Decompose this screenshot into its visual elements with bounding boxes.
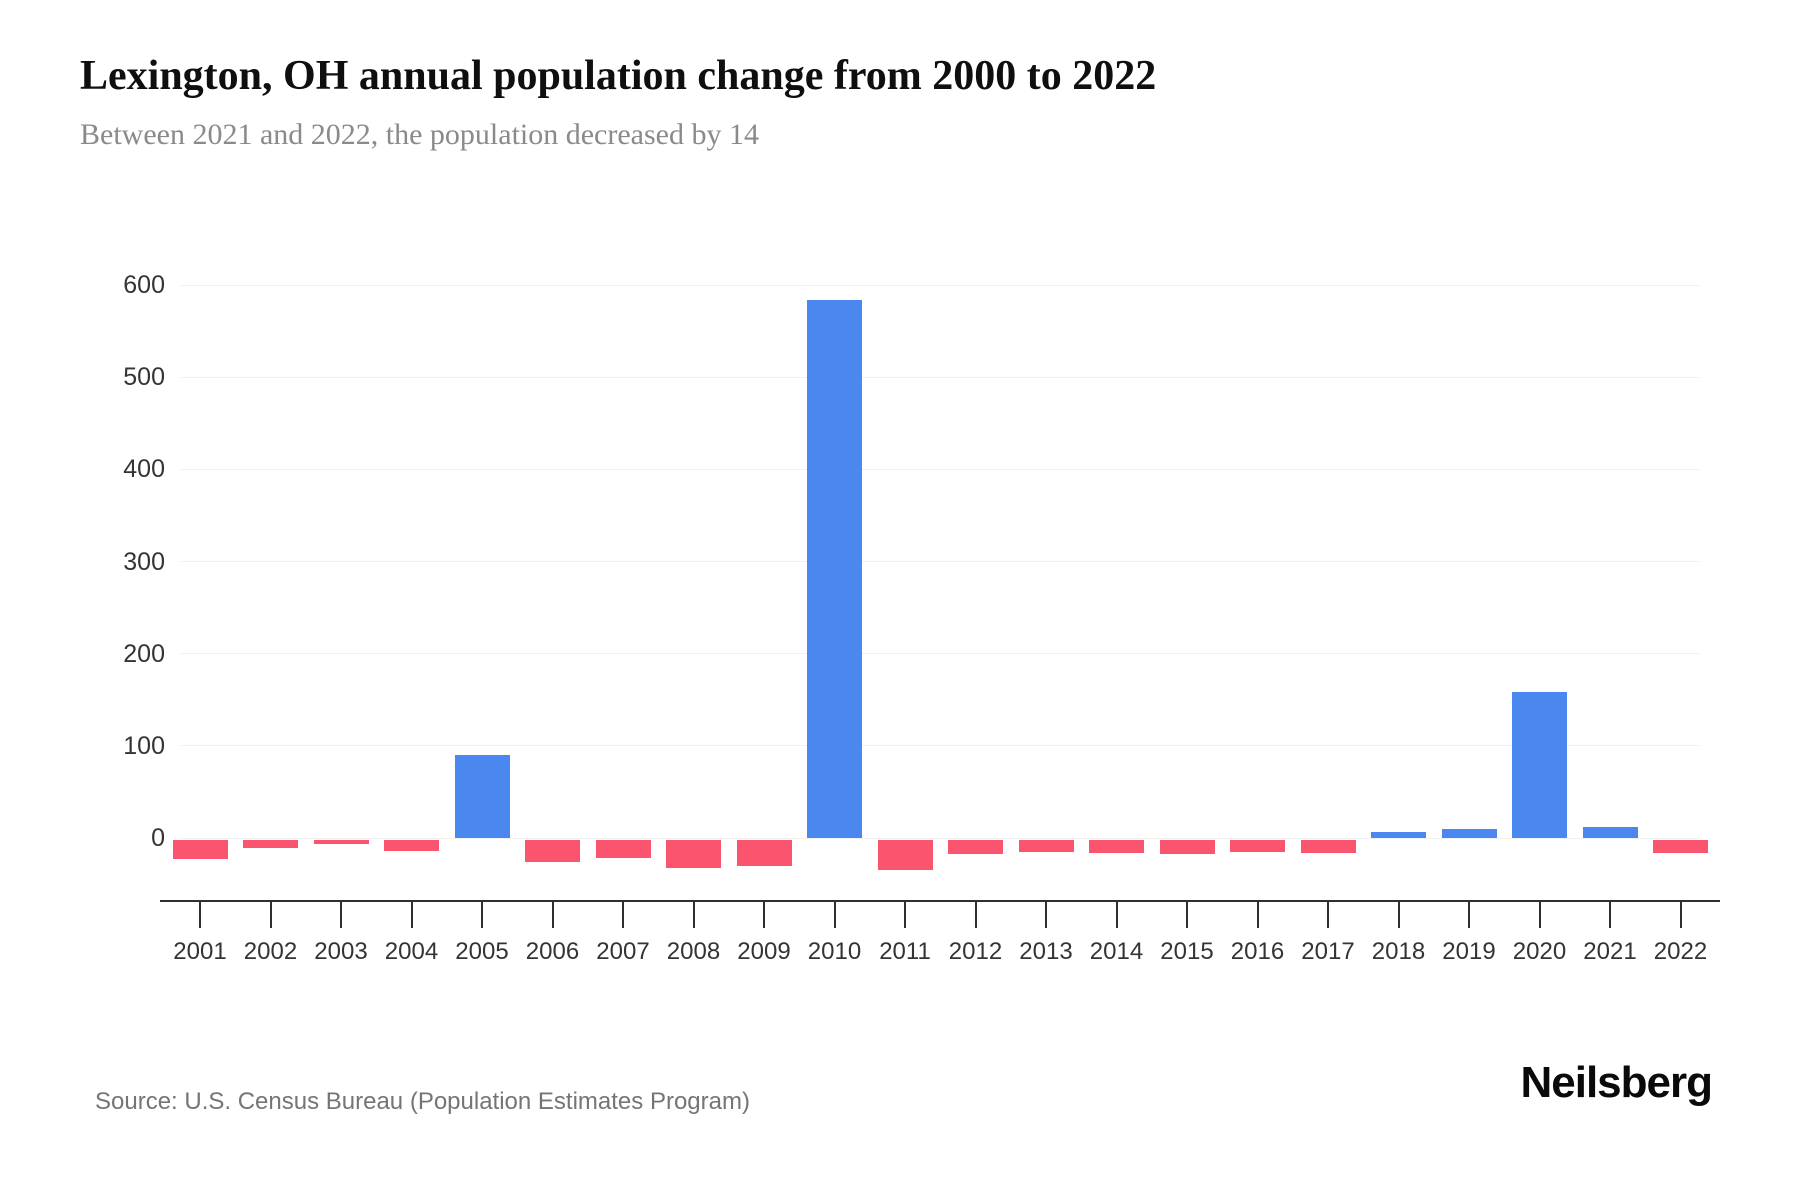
x-axis-label-2017: 2017 xyxy=(1301,938,1355,965)
bar-2002[interactable] xyxy=(243,840,298,849)
x-axis-label-2003: 2003 xyxy=(314,938,368,965)
bar-2010[interactable] xyxy=(807,299,862,838)
x-axis-tick xyxy=(1115,900,1118,928)
bar-2020[interactable] xyxy=(1512,692,1567,838)
x-axis-tick xyxy=(1045,900,1047,928)
x-axis-label-2009: 2009 xyxy=(737,938,791,965)
bar-2022[interactable] xyxy=(1653,840,1708,853)
bar-2003[interactable] xyxy=(313,840,369,844)
x-axis-tick xyxy=(622,900,624,928)
bar-2006[interactable] xyxy=(525,840,580,863)
x-axis-tick xyxy=(974,900,977,928)
y-axis-label-400: 400 xyxy=(123,455,165,484)
x-axis-tick xyxy=(1538,900,1541,928)
x-axis-tick xyxy=(551,900,554,928)
x-axis-label-2011: 2011 xyxy=(879,938,931,965)
y-axis-label-200: 200 xyxy=(123,639,165,668)
x-axis-label-2008: 2008 xyxy=(666,938,721,965)
x-axis-tick xyxy=(410,900,413,928)
bar-2012[interactable] xyxy=(948,840,1003,854)
x-axis-tick xyxy=(1327,900,1329,928)
gridline-300 xyxy=(180,561,1700,562)
x-axis-label-2014: 2014 xyxy=(1089,938,1144,965)
x-axis-label-2010: 2010 xyxy=(807,938,862,965)
y-axis-label-500: 500 xyxy=(123,363,165,392)
bar-2014[interactable] xyxy=(1089,840,1144,853)
neilsberg-logo: Neilsberg xyxy=(1520,1058,1713,1107)
x-axis-tick xyxy=(1609,900,1611,928)
x-axis-label-2012: 2012 xyxy=(948,938,1003,965)
chart-subtitle: Between 2021 and 2022, the population de… xyxy=(80,118,759,151)
x-axis-label-2013: 2013 xyxy=(1019,938,1073,965)
bar-2015[interactable] xyxy=(1159,840,1215,854)
bar-2009[interactable] xyxy=(736,840,792,866)
x-axis-label-2001: 2001 xyxy=(173,938,227,965)
bar-2008[interactable] xyxy=(666,840,721,868)
bar-2021[interactable] xyxy=(1582,826,1638,838)
x-axis-label-2007: 2007 xyxy=(596,938,650,965)
y-axis-label-600: 600 xyxy=(123,271,165,299)
bar-2004[interactable] xyxy=(384,840,439,852)
x-axis-tick xyxy=(1186,900,1188,928)
x-axis-label-2006: 2006 xyxy=(525,938,580,965)
chart-title: Lexington, OH annual population change f… xyxy=(80,53,1157,99)
x-axis-tick xyxy=(199,900,201,928)
x-axis-label-2016: 2016 xyxy=(1230,938,1285,965)
x-axis-label-2005: 2005 xyxy=(455,938,509,965)
x-axis-tick xyxy=(481,900,483,928)
bar-2001[interactable] xyxy=(172,840,228,860)
x-axis-label-2020: 2020 xyxy=(1512,938,1567,965)
gridline-200 xyxy=(180,653,1700,655)
gridline-400 xyxy=(180,468,1700,470)
x-axis-tick xyxy=(1468,900,1470,928)
x-axis-tick xyxy=(1679,900,1682,928)
y-axis-label-0: 0 xyxy=(151,824,165,852)
y-axis-label-100: 100 xyxy=(123,731,165,760)
x-axis-label-2018: 2018 xyxy=(1371,938,1426,965)
x-axis-tick xyxy=(340,900,342,928)
x-axis-label-2021: 2021 xyxy=(1583,938,1637,965)
bar-2007[interactable] xyxy=(595,840,651,858)
gridline-0 xyxy=(180,837,1700,839)
x-axis-line xyxy=(160,900,1720,902)
y-axis-label-300: 300 xyxy=(123,547,165,576)
gridline-100 xyxy=(180,745,1700,747)
x-axis-tick xyxy=(1397,900,1400,928)
gridline-600 xyxy=(180,284,1700,286)
x-axis-label-2015: 2015 xyxy=(1160,938,1214,965)
x-axis-label-2004: 2004 xyxy=(384,938,439,965)
bar-2011[interactable] xyxy=(877,840,933,871)
bar-2016[interactable] xyxy=(1230,840,1285,852)
x-axis-label-2022: 2022 xyxy=(1653,938,1708,965)
x-axis-tick xyxy=(692,900,695,928)
bar-2005[interactable] xyxy=(454,755,510,838)
x-axis-tick xyxy=(1256,900,1259,928)
x-axis-tick xyxy=(833,900,836,928)
bar-2017[interactable] xyxy=(1300,840,1356,853)
source-note: Source: U.S. Census Bureau (Population E… xyxy=(95,1088,750,1115)
x-axis-tick xyxy=(904,900,906,928)
x-axis-label-2019: 2019 xyxy=(1442,938,1496,965)
x-axis-label-2002: 2002 xyxy=(243,938,298,965)
gridline-500 xyxy=(180,376,1700,378)
x-axis-tick xyxy=(763,900,765,928)
x-axis-tick xyxy=(269,900,272,928)
bar-2013[interactable] xyxy=(1018,840,1074,852)
bar-2018[interactable] xyxy=(1371,831,1426,838)
bar-2019[interactable] xyxy=(1441,828,1497,838)
